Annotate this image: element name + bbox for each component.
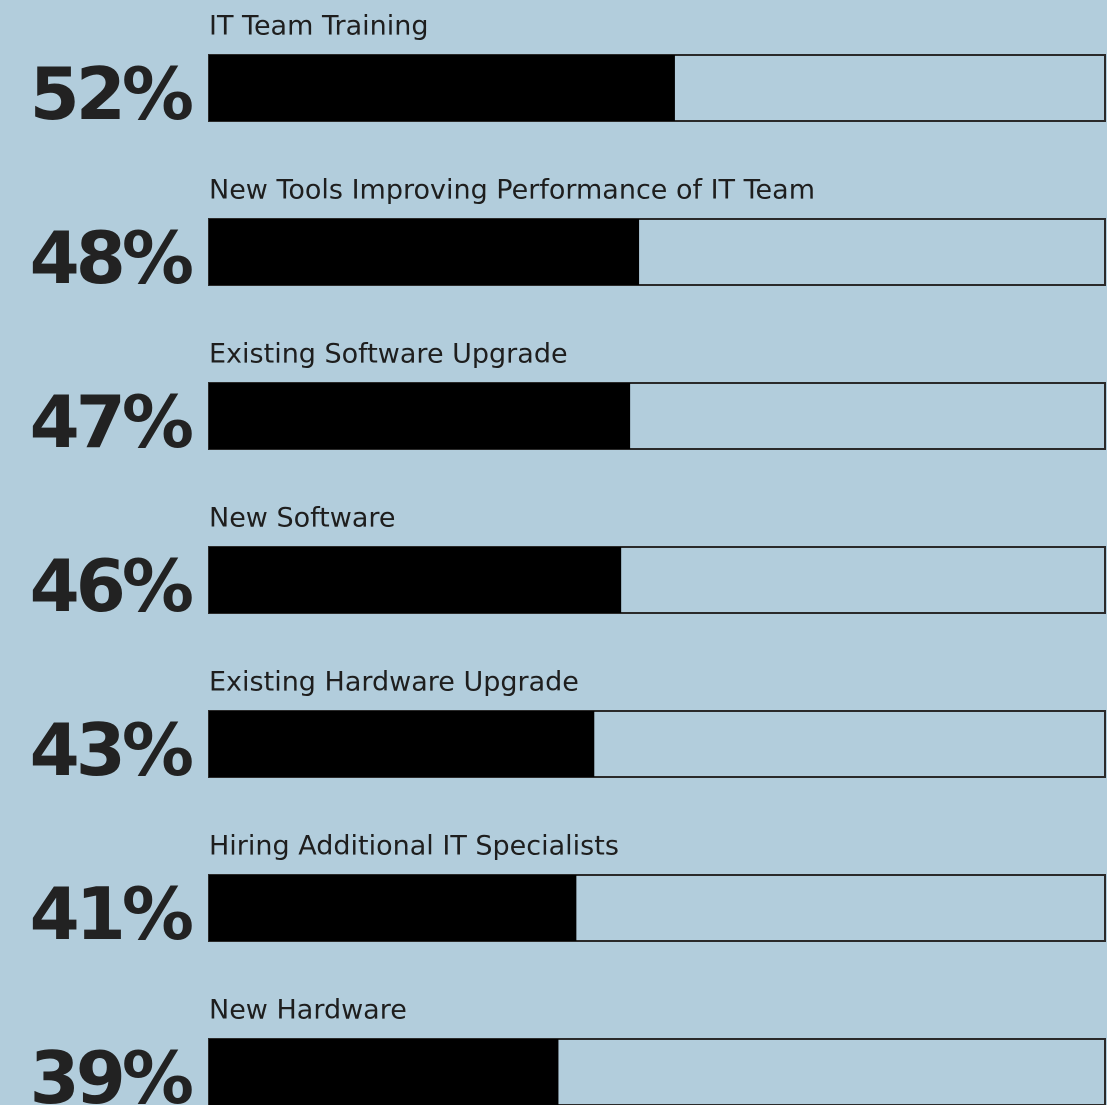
value-label: 41% <box>30 872 192 956</box>
value-label: 47% <box>30 380 192 464</box>
category-label: Existing Software Upgrade <box>209 339 568 370</box>
category-label: Existing Hardware Upgrade <box>209 667 579 698</box>
bar <box>209 219 640 285</box>
value-label: 48% <box>30 216 192 300</box>
value-label: 43% <box>30 708 192 792</box>
bar <box>209 547 622 613</box>
category-label: IT Team Training <box>209 11 429 42</box>
category-label: New Tools Improving Performance of IT Te… <box>209 175 815 206</box>
value-label: 46% <box>30 544 192 628</box>
category-label: New Software <box>209 503 396 534</box>
bar <box>209 1039 559 1105</box>
bar <box>209 55 675 121</box>
bar <box>209 383 631 449</box>
bar <box>209 875 577 941</box>
category-label: Hiring Additional IT Specialists <box>209 831 619 862</box>
category-label: New Hardware <box>209 995 407 1026</box>
bar <box>209 711 595 777</box>
value-label: 52% <box>30 52 192 136</box>
value-label: 39% <box>30 1036 192 1105</box>
